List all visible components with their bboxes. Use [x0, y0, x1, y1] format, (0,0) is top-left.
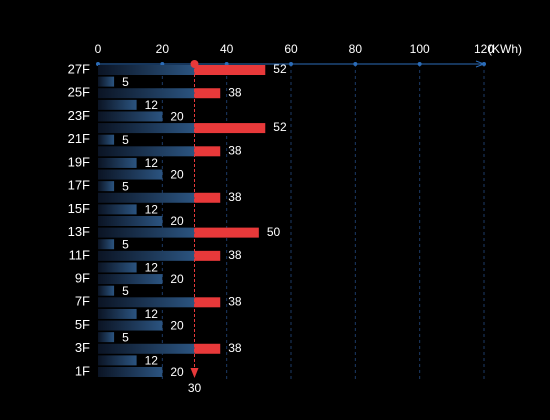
y-tick-label: 5F [75, 317, 90, 332]
threshold-dot [190, 60, 199, 68]
bar [98, 169, 163, 180]
bar [98, 111, 163, 122]
value-label: 12 [145, 98, 159, 112]
bar [98, 216, 163, 226]
x-tick-label: 80 [349, 42, 363, 56]
bar-over [194, 65, 266, 75]
bar [98, 227, 195, 238]
bar [98, 308, 137, 319]
bar [98, 65, 195, 75]
bar [98, 332, 115, 343]
value-label: 38 [228, 248, 242, 262]
bar-over [194, 343, 221, 354]
value-label: 20 [170, 365, 184, 379]
value-label: 52 [273, 62, 287, 76]
tick-dot [417, 62, 422, 66]
bar [98, 297, 195, 308]
bar [98, 320, 163, 331]
y-tick-label: 1F [75, 363, 90, 378]
bar-over [194, 146, 221, 157]
value-label: 20 [170, 214, 184, 228]
value-label: 5 [122, 75, 129, 89]
bar-over [194, 250, 221, 261]
bar [98, 355, 137, 366]
bar [98, 343, 195, 354]
bar [98, 262, 137, 273]
bar [98, 88, 195, 99]
y-tick-label: 15F [68, 201, 90, 216]
bar [98, 157, 137, 168]
y-tick-label: 11F [69, 247, 90, 262]
value-label: 12 [145, 307, 159, 321]
x-tick-label: 0 [95, 42, 102, 56]
y-tick-label: 25F [68, 85, 90, 100]
bar-over [194, 192, 221, 203]
bar [98, 250, 195, 261]
x-tick-label: 40 [220, 42, 234, 56]
bar [98, 134, 115, 145]
value-label: 20 [170, 272, 184, 286]
tick-dot [353, 62, 358, 66]
bar [98, 99, 137, 110]
y-tick-label: 17F [68, 178, 90, 193]
value-label: 5 [122, 330, 129, 344]
value-label: 20 [170, 319, 184, 333]
tick-dot [482, 62, 486, 66]
bar-over [194, 227, 259, 238]
y-tick-label: 23F [68, 108, 90, 123]
bar [98, 239, 115, 250]
value-label: 5 [122, 133, 129, 147]
value-label: 38 [228, 85, 242, 99]
value-label: 12 [145, 156, 159, 170]
value-label: 50 [267, 225, 281, 239]
value-label: 5 [122, 237, 129, 251]
value-label: 12 [145, 203, 159, 217]
value-label: 20 [170, 168, 184, 182]
bar [98, 204, 137, 215]
bar [98, 76, 115, 87]
threshold-label: 30 [188, 381, 202, 395]
y-tick-label: 21F [68, 131, 90, 146]
value-label: 20 [170, 110, 184, 124]
y-tick-label: 3F [75, 340, 90, 355]
bar [98, 367, 163, 377]
value-label: 38 [228, 190, 242, 204]
axis-unit: (KWh) [488, 42, 522, 56]
x-tick-label: 120 [474, 42, 494, 56]
bar [98, 274, 163, 285]
tick-dot [289, 62, 293, 66]
value-label: 52 [273, 120, 287, 134]
x-tick-label: 100 [410, 42, 430, 56]
value-label: 5 [122, 179, 129, 193]
bar [98, 123, 195, 134]
bar [98, 181, 115, 192]
threshold-arrow [190, 368, 199, 378]
value-label: 38 [228, 341, 242, 355]
value-label: 12 [145, 261, 159, 275]
y-tick-label: 13F [68, 224, 90, 239]
y-tick-label: 19F [68, 154, 90, 169]
x-tick-label: 20 [156, 42, 170, 56]
value-label: 38 [228, 143, 242, 157]
bar [98, 146, 195, 157]
value-label: 12 [145, 354, 159, 368]
bar [98, 285, 115, 296]
y-tick-label: 9F [75, 271, 90, 286]
bar [98, 192, 195, 203]
bar-over [194, 88, 221, 99]
x-tick-label: 60 [284, 42, 298, 56]
y-tick-label: 7F [75, 294, 90, 309]
y-tick-label: 27F [68, 61, 90, 76]
bar-over [194, 123, 266, 134]
bar-over [194, 297, 221, 308]
value-label: 38 [228, 294, 242, 308]
value-label: 5 [122, 284, 129, 298]
